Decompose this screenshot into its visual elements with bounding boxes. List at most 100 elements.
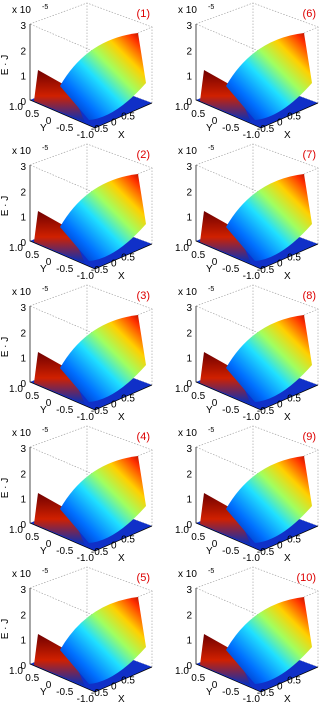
surface-wall bbox=[200, 493, 251, 545]
x-tick-label: -0.5 bbox=[91, 406, 109, 417]
x-tick-label: -1.0 bbox=[243, 130, 261, 141]
x-tick-label: -0.5 bbox=[257, 406, 275, 417]
y-tick-label: 1.0 bbox=[175, 384, 189, 395]
y-tick-label: 0.5 bbox=[25, 532, 39, 543]
axis-line bbox=[195, 588, 319, 693]
y-tick-label: 1.0 bbox=[9, 384, 23, 395]
z-tick-label: 1 bbox=[20, 72, 26, 83]
y-tick-label: 0.5 bbox=[191, 109, 205, 120]
x-tick-label: 0.5 bbox=[287, 675, 301, 686]
x-axis-label: X bbox=[284, 694, 291, 705]
panel-label: (4) bbox=[137, 431, 150, 443]
z-multiplier: x 10 bbox=[178, 428, 197, 439]
x-tick-label: 0.5 bbox=[121, 675, 135, 686]
z-exponent: -5 bbox=[208, 145, 214, 152]
z-tick-label: 1 bbox=[20, 495, 26, 506]
z-exponent: -5 bbox=[208, 427, 214, 434]
y-axis-label: Y bbox=[40, 405, 47, 416]
x-tick-label: -1.0 bbox=[243, 553, 261, 564]
z-axis-label: E · J bbox=[0, 478, 11, 499]
z-tick-label: 1 bbox=[186, 354, 192, 365]
z-tick-label: 3 bbox=[20, 21, 26, 32]
z-multiplier: x 10 bbox=[12, 428, 31, 439]
z-tick-label: 0 bbox=[186, 238, 192, 249]
x-tick-label: 0 bbox=[277, 400, 283, 411]
z-multiplier: x 10 bbox=[12, 146, 31, 157]
z-axis-label: E · J bbox=[0, 619, 11, 640]
surface bbox=[60, 456, 146, 543]
y-tick-label: 0.5 bbox=[25, 391, 39, 402]
x-tick-label: -1.0 bbox=[243, 694, 261, 705]
axis-line bbox=[29, 447, 153, 552]
z-tick-label: 3 bbox=[20, 303, 26, 314]
y-tick-label: 1.0 bbox=[9, 243, 23, 254]
surface-wall bbox=[200, 352, 251, 404]
surface bbox=[60, 33, 146, 120]
z-exponent: -5 bbox=[42, 286, 48, 293]
x-axis-label: X bbox=[284, 130, 291, 141]
y-tick-label: 0 bbox=[212, 116, 218, 127]
axis-line bbox=[29, 24, 153, 129]
x-axis-label: X bbox=[118, 412, 125, 423]
x-tick-label: 0 bbox=[111, 118, 117, 129]
y-axis-label: Y bbox=[40, 546, 47, 557]
y-tick-label: 1.0 bbox=[9, 102, 23, 113]
z-tick-label: 1 bbox=[20, 636, 26, 647]
y-tick-label: -0.5 bbox=[56, 264, 74, 275]
x-tick-label: 0 bbox=[111, 541, 117, 552]
x-tick-label: 0.5 bbox=[121, 111, 135, 122]
z-exponent: -5 bbox=[42, 4, 48, 11]
z-tick-label: 0 bbox=[20, 661, 26, 672]
z-tick-label: 0 bbox=[186, 520, 192, 531]
y-tick-label: -0.5 bbox=[56, 687, 74, 698]
x-tick-label: 0 bbox=[111, 400, 117, 411]
y-tick-label: -0.5 bbox=[222, 264, 240, 275]
z-tick-label: 0 bbox=[20, 238, 26, 249]
x-tick-label: -0.5 bbox=[91, 265, 109, 276]
panel-label: (3) bbox=[137, 290, 150, 302]
z-multiplier: x 10 bbox=[12, 569, 31, 580]
axis-line bbox=[195, 165, 319, 270]
x-tick-label: 0.5 bbox=[287, 393, 301, 404]
y-tick-label: 0.5 bbox=[191, 532, 205, 543]
z-tick-label: 2 bbox=[186, 187, 192, 198]
x-axis-label: X bbox=[284, 412, 291, 423]
z-multiplier: x 10 bbox=[178, 287, 197, 298]
x-tick-label: 0.5 bbox=[121, 393, 135, 404]
y-tick-label: 0 bbox=[46, 257, 52, 268]
surface bbox=[60, 597, 146, 684]
x-tick-label: -0.5 bbox=[257, 265, 275, 276]
surface-wall bbox=[34, 493, 85, 545]
z-tick-label: 2 bbox=[186, 610, 192, 621]
z-tick-label: 2 bbox=[186, 469, 192, 480]
x-tick-label: 0.5 bbox=[287, 111, 301, 122]
x-axis-label: X bbox=[118, 694, 125, 705]
panel-label: (8) bbox=[303, 290, 316, 302]
y-tick-label: 0 bbox=[46, 539, 52, 550]
y-tick-label: -0.5 bbox=[222, 123, 240, 134]
panel-label: (1) bbox=[137, 8, 150, 20]
x-tick-label: -1.0 bbox=[77, 271, 95, 282]
z-tick-label: 1 bbox=[186, 213, 192, 224]
panel-label: (6) bbox=[303, 8, 316, 20]
x-tick-label: 0 bbox=[111, 682, 117, 693]
y-tick-label: 0 bbox=[46, 398, 52, 409]
y-tick-label: 0 bbox=[212, 539, 218, 550]
panel-label: (7) bbox=[303, 149, 316, 161]
y-tick-label: -0.5 bbox=[56, 546, 74, 557]
z-tick-label: 3 bbox=[186, 162, 192, 173]
z-tick-label: 3 bbox=[20, 444, 26, 455]
y-tick-label: 1.0 bbox=[175, 243, 189, 254]
z-exponent: -5 bbox=[42, 568, 48, 575]
z-tick-label: 2 bbox=[20, 187, 26, 198]
x-tick-label: -0.5 bbox=[91, 688, 109, 699]
z-tick-label: 3 bbox=[186, 303, 192, 314]
